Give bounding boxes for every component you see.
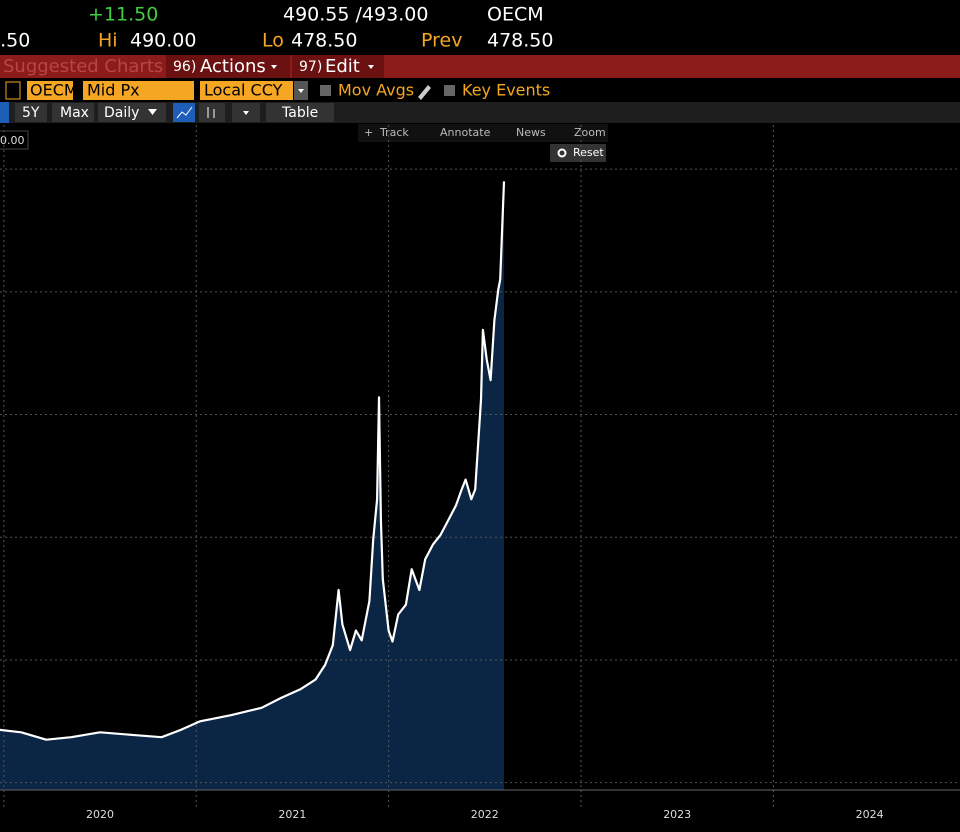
dropdown-arrow: [271, 65, 277, 69]
table-button[interactable]: [266, 103, 334, 122]
field-box[interactable]: [83, 81, 194, 100]
plot: 2020 2021 2022 2023 2024: [0, 125, 960, 821]
max: Max: [60, 105, 89, 121]
last: 3.50: [0, 30, 30, 52]
edit[interactable]: Edit: [325, 56, 360, 77]
reset-button[interactable]: [550, 144, 606, 162]
hi-label: Hi: [98, 30, 118, 52]
lo: 478.50: [291, 30, 357, 52]
frequency: Daily: [104, 105, 139, 121]
line-icon: [176, 106, 193, 119]
dropdown-arrow: [298, 89, 304, 93]
axis-fragment: 0.00: [0, 134, 25, 147]
x-tick-label: 2023: [663, 808, 691, 821]
actions-tab[interactable]: [166, 55, 290, 78]
news[interactable]: News: [516, 126, 546, 139]
reset: Reset: [573, 146, 604, 159]
bar-icon: [207, 107, 215, 118]
currency: Local CCY: [204, 81, 283, 100]
annotate[interactable]: Annotate: [440, 126, 491, 139]
icon: +: [364, 126, 373, 139]
track[interactable]: Track: [379, 126, 409, 139]
change: +11.50: [88, 4, 158, 26]
frequency-button[interactable]: [98, 103, 166, 122]
security: OECM: [30, 81, 78, 100]
line-chart-button[interactable]: [173, 103, 195, 122]
table: Table: [281, 105, 318, 121]
x-tick-label: 2022: [471, 808, 499, 821]
checkbox[interactable]: [320, 85, 331, 96]
line: [0, 181, 506, 741]
chart-toolbar: [358, 124, 608, 142]
checkbox[interactable]: [444, 85, 455, 96]
prev: 478.50: [487, 30, 553, 52]
actions-num: 96): [173, 59, 196, 75]
dropdown-arrow: [148, 109, 157, 115]
currency-box[interactable]: [200, 81, 293, 100]
dropdown-arrow: [243, 111, 249, 115]
range-button[interactable]: [15, 103, 47, 122]
area: [0, 181, 504, 790]
mov-avgs: Mov Avgs: [338, 81, 414, 100]
x-tick-label: 2024: [856, 808, 884, 821]
actions[interactable]: Actions: [200, 56, 266, 77]
key-events: Key Events: [462, 81, 550, 100]
dropdown-arrow: [368, 65, 374, 69]
edit-num: 97): [299, 59, 322, 75]
reset-icon: [557, 148, 567, 158]
ticker: OECM: [487, 4, 544, 26]
security-box[interactable]: [27, 81, 73, 100]
x-tick-label: 2020: [86, 808, 114, 821]
axis-box: [0, 130, 29, 150]
pencil-icon[interactable]: [418, 85, 431, 100]
edit-tab[interactable]: [292, 55, 384, 78]
field: Mid Px: [87, 81, 140, 100]
hi: 490.00: [130, 30, 196, 52]
five-year: 5Y: [22, 105, 40, 121]
range-button[interactable]: [52, 103, 94, 122]
range-button[interactable]: [0, 102, 9, 123]
x-tick-label: 2021: [278, 808, 306, 821]
calendar-icon[interactable]: [5, 81, 21, 100]
zoom[interactable]: Zoom: [574, 126, 606, 139]
prev-label: Prev: [421, 30, 462, 52]
lo-label: Lo: [262, 30, 284, 52]
suggested-charts[interactable]: Suggested Charts: [3, 56, 163, 77]
bid-ask: 490.55 /493.00: [283, 4, 428, 26]
bar-chart-button[interactable]: [199, 103, 225, 122]
